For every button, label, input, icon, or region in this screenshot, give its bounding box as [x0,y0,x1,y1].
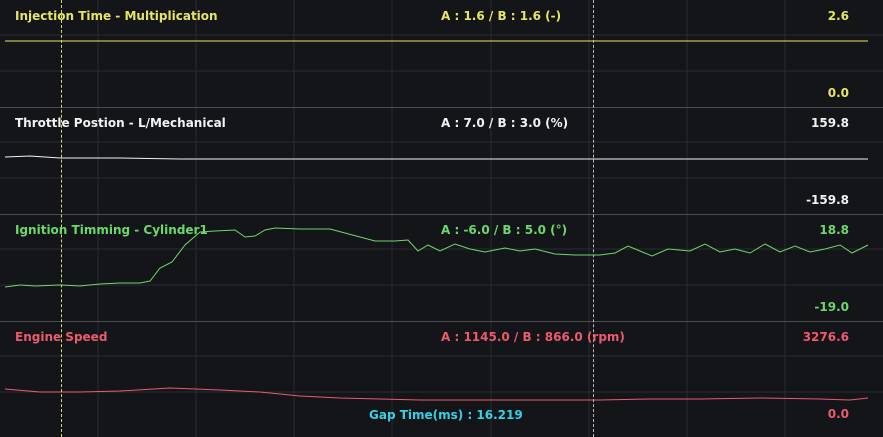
channel-1-min: 0.0 [827,86,849,100]
channel-4-min: 0.0 [827,407,849,421]
channel-2-max: 159.8 [811,116,849,130]
channel-2-trace [4,155,868,160]
channel-2-title: Throttle Postion - L/Mechanical [15,116,226,130]
channel-4-max: 3276.6 [802,330,849,344]
channel-1-max: 2.6 [827,9,849,23]
channel-2-min: -159.8 [806,193,849,207]
channel-4-trace [4,387,869,401]
channel-3-title: Ignition Timming - Cylinder1 [15,223,208,237]
cursor-a-line[interactable] [61,0,62,437]
channel-3-trace [4,227,869,288]
channel-3-cursor-values: A : -6.0 / B : 5.0 (°) [441,223,568,237]
gap-time-readout: Gap Time(ms) : 16.219 [369,408,523,422]
channel-1-title: Injection Time - Multiplication [15,9,218,23]
channel-4-cursor-values: A : 1145.0 / B : 866.0 (rpm) [441,330,625,344]
channel-1-cursor-values: A : 1.6 / B : 1.6 (-) [441,9,562,23]
channel-3-min: -19.0 [814,300,849,314]
cursor-b-line[interactable] [593,0,594,437]
channel-4-title: Engine Speed [15,330,108,344]
channel-3-max: 18.8 [819,223,849,237]
channel-2-cursor-values: A : 7.0 / B : 3.0 (%) [441,116,569,130]
